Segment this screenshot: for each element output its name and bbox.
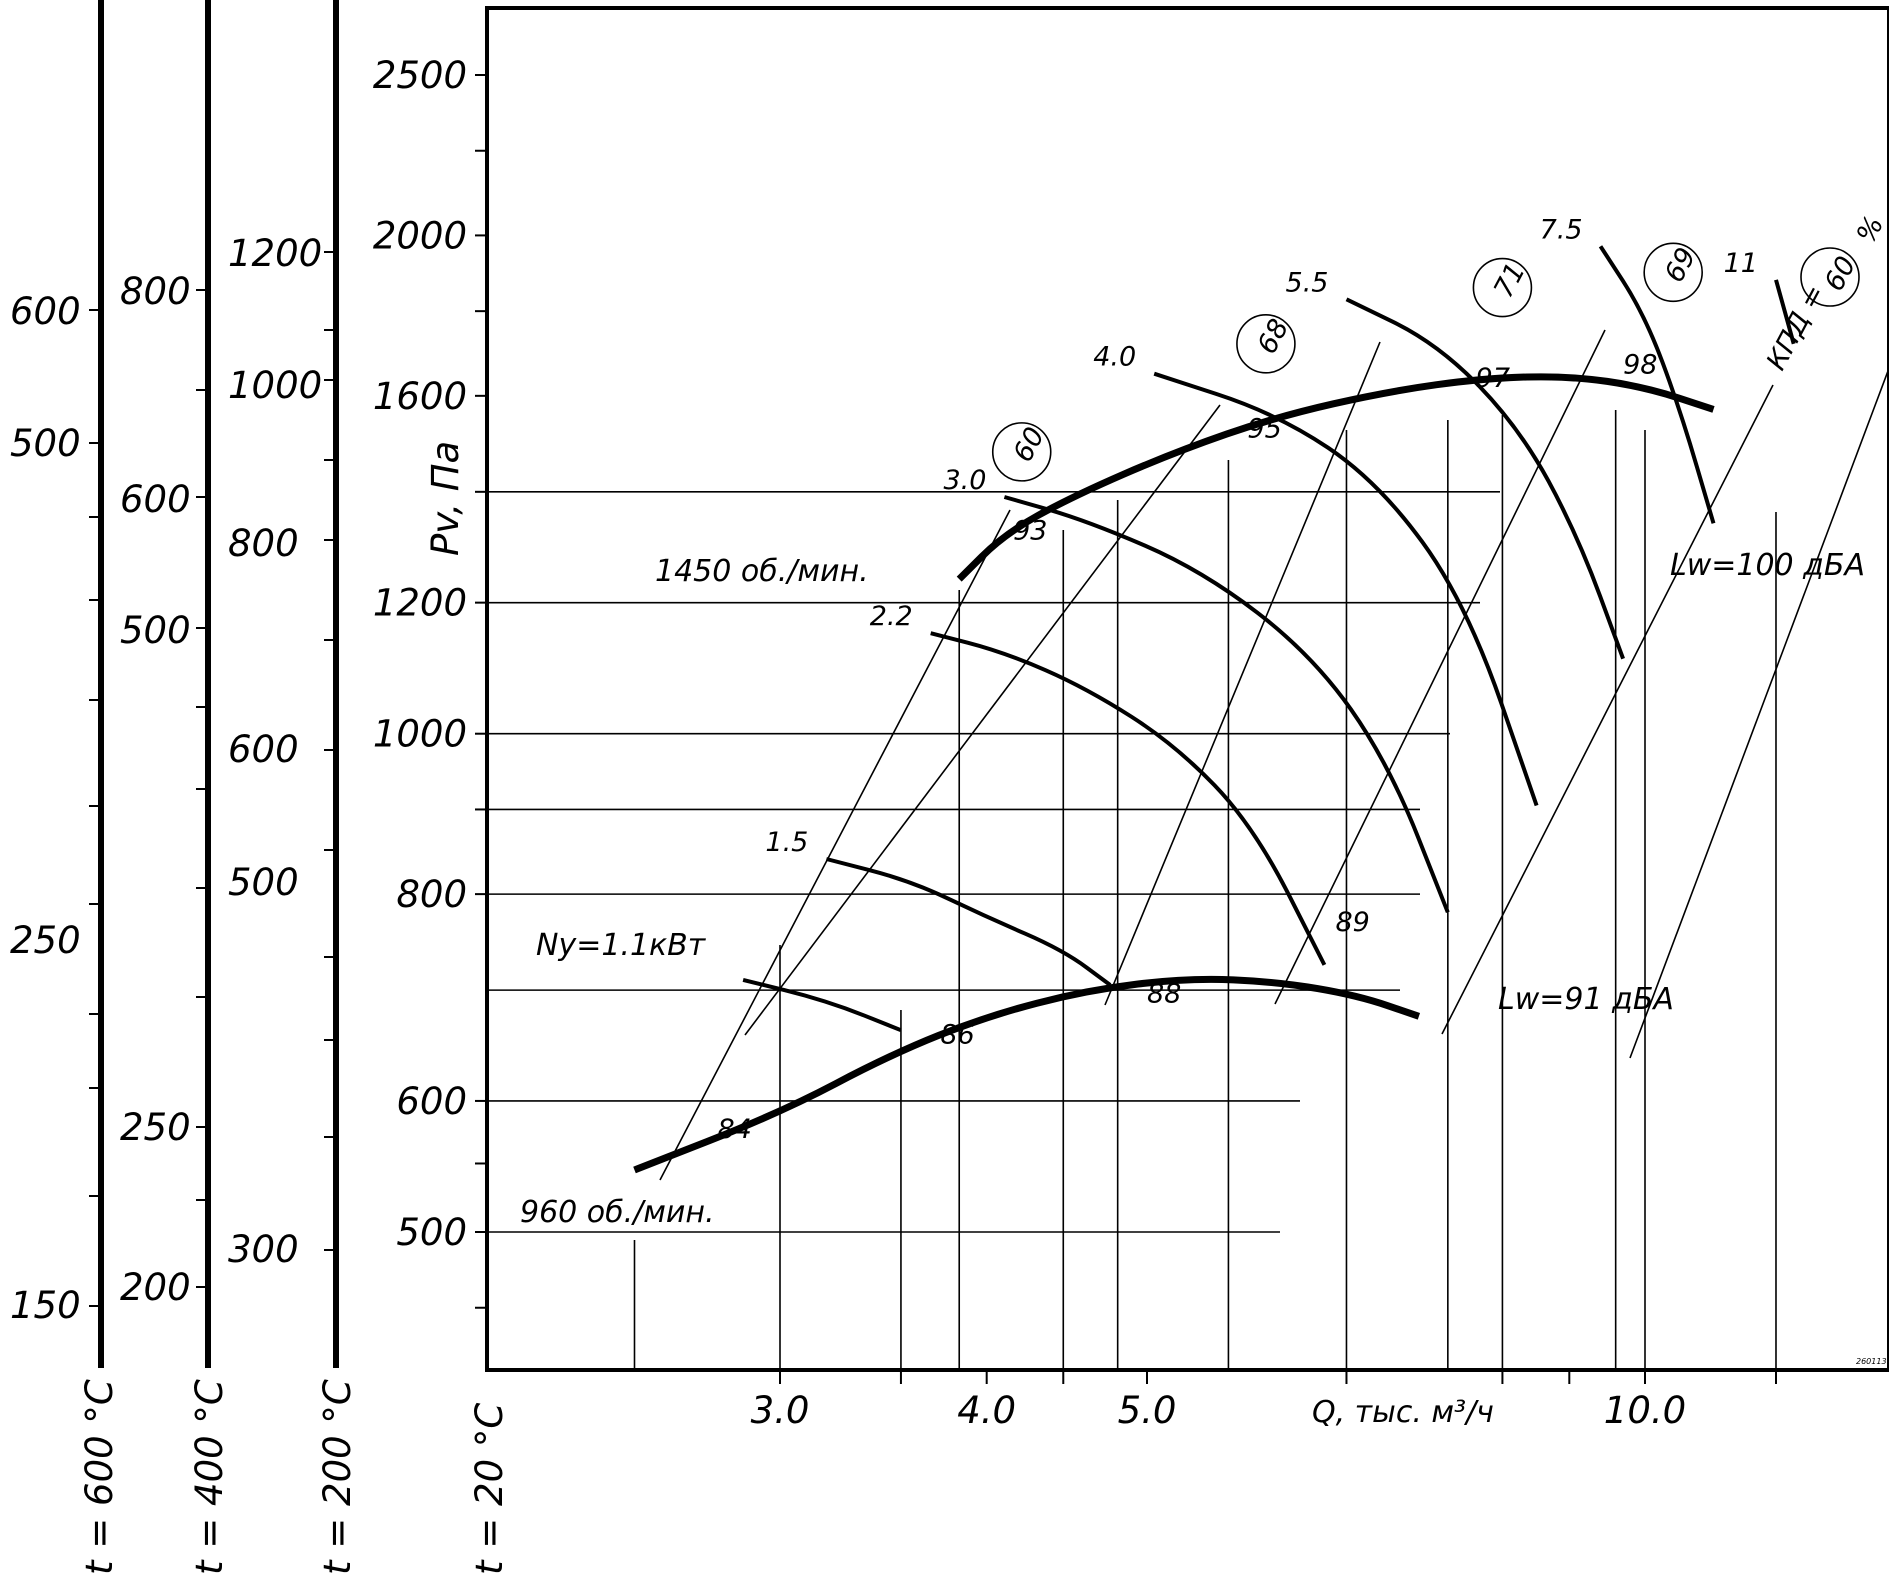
efficiency-title-unit: % xyxy=(1851,211,1889,248)
efficiency-circle xyxy=(1472,257,1533,318)
sound-level-label: 97 xyxy=(1476,363,1510,394)
y-tick-label: 500 xyxy=(396,1211,467,1254)
power-curve-label: 3.0 xyxy=(943,465,986,496)
t400-tick-800: 800 xyxy=(120,270,191,313)
power-curve xyxy=(825,857,1112,987)
temperature-scales xyxy=(98,0,339,1368)
efficiency-value: 68 xyxy=(1252,314,1296,359)
rpm-series-line xyxy=(956,373,1715,582)
efficiency-line xyxy=(1629,366,1889,1059)
t200-tick-300: 300 xyxy=(228,1228,299,1271)
temp-label-20: t = 20 °C xyxy=(468,1403,511,1575)
power-curve xyxy=(930,631,1327,966)
plot-frame xyxy=(485,6,1889,1372)
power-curve xyxy=(742,977,902,1033)
power-curves xyxy=(742,245,1796,1033)
t400-tick-250: 250 xyxy=(120,1106,191,1149)
power-curve-label: 1.5 xyxy=(765,827,808,858)
curve-labels: 1.5 2.2 3.0 4.0 5.5 7.5 11 84 86 88 89 93 95 97 98 xyxy=(717,214,1758,1145)
t200-tick-1200: 1200 xyxy=(228,232,322,275)
temp-label-400: t = 400 °C xyxy=(188,1379,231,1575)
y-tick-label: 1000 xyxy=(373,713,467,756)
efficiency-lines xyxy=(659,329,1889,1181)
x-axis: 3.0 4.0 5.0 10.0 xyxy=(751,1370,1777,1432)
t400-tick-200: 200 xyxy=(120,1266,191,1309)
power-curve xyxy=(1774,279,1796,345)
t400-tick-600: 600 xyxy=(120,478,191,521)
t200-tick-600: 600 xyxy=(228,728,299,771)
efficiency-title-text: КПД = xyxy=(1761,280,1831,376)
sound-level-label: 86 xyxy=(940,1019,974,1050)
sound-level-label: 88 xyxy=(1147,979,1181,1010)
efficiency-circle xyxy=(991,422,1052,482)
efficiency-circle xyxy=(1236,314,1296,374)
rpm-series-line xyxy=(633,975,1421,1174)
power-curve-label: 2.2 xyxy=(870,601,913,632)
y-axis-title: Pv, Па xyxy=(424,441,467,556)
temp-ticks xyxy=(89,251,336,1307)
power-curve-label: 11 xyxy=(1724,248,1758,279)
grid-lines xyxy=(487,410,1777,1370)
sound-level-label: 98 xyxy=(1623,350,1657,381)
efficiency-line xyxy=(744,404,1221,1036)
series-960-label: 960 об./мин. xyxy=(520,1195,715,1230)
efficiency-line xyxy=(1104,341,1381,1006)
efficiency-value: 71 xyxy=(1488,258,1532,303)
power-curve-label: 7.5 xyxy=(1540,214,1583,245)
sound-level-label: 89 xyxy=(1336,907,1370,938)
y-tick-label: 600 xyxy=(396,1080,467,1123)
rpm-series xyxy=(633,373,1715,1174)
power-curve xyxy=(1598,245,1716,524)
x-axis-title: Q, тыс. м³/ч xyxy=(1312,1395,1494,1430)
x-tick-label: 10.0 xyxy=(1604,1389,1686,1432)
efficiency-line xyxy=(1441,384,1774,1035)
lw-91-label: Lw=91 дБА xyxy=(1498,982,1674,1017)
y-tick-label: 800 xyxy=(396,873,467,916)
series-1450-label: 1450 об./мин. xyxy=(655,554,869,589)
drawing-stamp: 260113 xyxy=(1856,1357,1887,1366)
t600-tick-150: 150 xyxy=(10,1284,81,1327)
x-tick-label: 3.0 xyxy=(751,1389,810,1432)
t200-tick-1000: 1000 xyxy=(228,364,322,407)
sound-level-label: 95 xyxy=(1247,413,1281,444)
x-tick-label: 5.0 xyxy=(1118,1389,1177,1432)
t200-tick-800: 800 xyxy=(228,522,299,565)
lw-100-label: Lw=100 дБА xyxy=(1670,548,1865,583)
efficiency-circle xyxy=(1643,242,1703,303)
y-axis: 500 600 800 1000 1200 1600 2000 2500 xyxy=(373,54,487,1309)
efficiency-line xyxy=(1274,329,1606,1005)
sound-level-label: 93 xyxy=(1013,516,1047,547)
power-curve xyxy=(1003,495,1450,914)
x-tick-label: 4.0 xyxy=(957,1389,1016,1432)
sound-level-label: 84 xyxy=(717,1114,751,1145)
power-curve-label: 4.0 xyxy=(1093,342,1136,373)
efficiency-title-circle xyxy=(1800,247,1860,307)
t200-tick-500: 500 xyxy=(228,861,299,904)
power-prefix-label: Ny=1.1кВт xyxy=(536,928,707,963)
power-curve xyxy=(1153,371,1539,807)
y-tick-label: 2500 xyxy=(373,54,467,97)
y-tick-label: 2000 xyxy=(373,214,467,257)
t600-tick-600: 600 xyxy=(10,290,81,333)
power-curve xyxy=(1345,297,1625,660)
efficiency-line xyxy=(659,509,1011,1181)
t600-tick-250: 250 xyxy=(10,919,81,962)
temp-label-200: t = 200 °C xyxy=(316,1379,359,1575)
efficiency-value: 69 xyxy=(1659,243,1703,288)
y-tick-label: 1600 xyxy=(373,375,467,418)
t600-tick-500: 500 xyxy=(10,422,81,465)
power-curve-label: 5.5 xyxy=(1286,267,1329,298)
t400-tick-500: 500 xyxy=(120,609,191,652)
y-tick-label: 1200 xyxy=(373,582,467,625)
efficiency-value: 60 xyxy=(1008,422,1052,467)
temp-label-600: t = 600 °C xyxy=(78,1379,121,1575)
